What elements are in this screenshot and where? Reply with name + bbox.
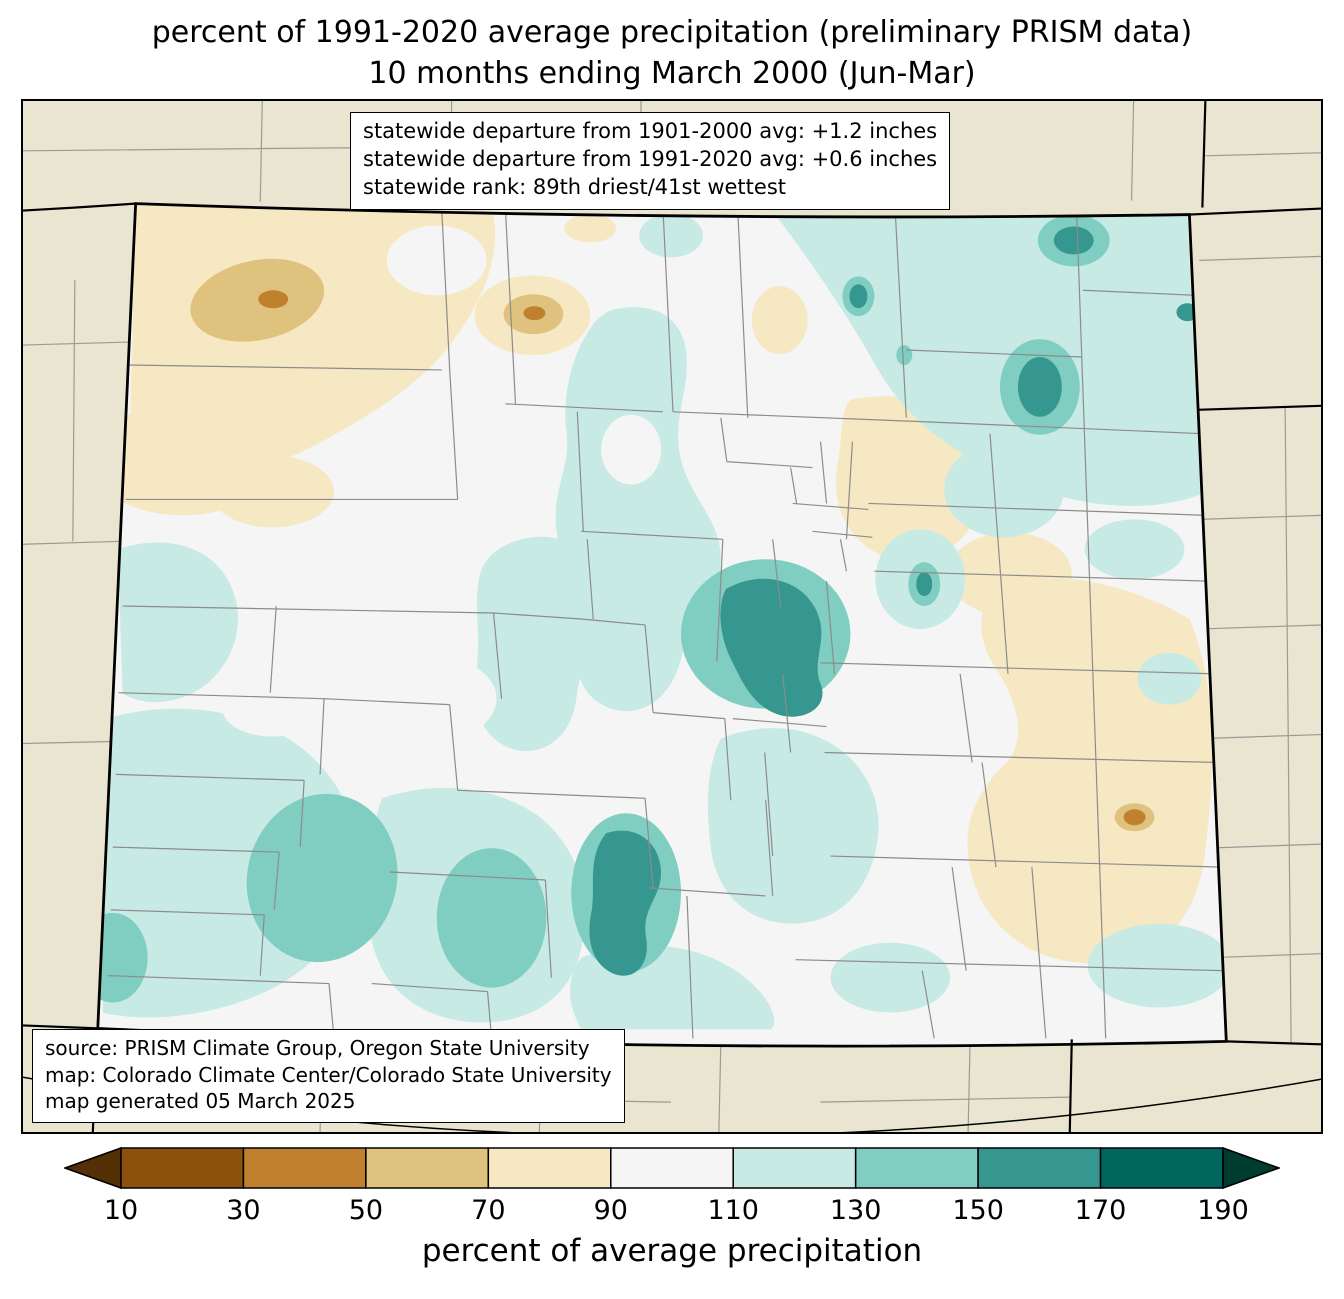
colorbar-tick: 150 — [952, 1194, 1004, 1226]
stats-line-2: statewide departure from 1991-2020 avg: … — [363, 146, 938, 171]
colorado-precipitation-map — [23, 100, 1321, 1132]
source-credit-box: source: PRISM Climate Group, Oregon Stat… — [32, 1029, 625, 1123]
dry-patch-gap — [386, 225, 487, 296]
county-lines — [107, 208, 1223, 1039]
stats-line-3: statewide rank: 89th driest/41st wettest — [363, 174, 786, 199]
precipitation-overlay — [97, 203, 1227, 1039]
colorbar-tick: 190 — [1197, 1194, 1249, 1226]
colorbar-tick: 130 — [829, 1194, 882, 1226]
colorbar-right-arrow — [1222, 1146, 1280, 1189]
source-line-3: map generated 05 March 2025 — [45, 1089, 356, 1114]
map-frame: statewide departure from 1901-2000 avg: … — [21, 98, 1323, 1134]
wet-patches-150-170 — [589, 226, 1199, 976]
colorbar-segment — [610, 1147, 734, 1189]
neighbor-state-borders — [23, 100, 1321, 1132]
dry-accents — [190, 258, 1155, 831]
colorbar-segment — [487, 1147, 612, 1189]
colorbar-tick: 90 — [593, 1194, 628, 1226]
colorbar-scale — [64, 1146, 1280, 1189]
colorbar-tick: 170 — [1074, 1194, 1127, 1226]
map-title: percent of 1991-2020 average precipitati… — [0, 0, 1344, 95]
map-title-line2: 10 months ending March 2000 (Jun-Mar) — [368, 56, 976, 92]
colorbar-tick: 110 — [707, 1194, 759, 1226]
colorbar-axis-label: percent of average precipitation — [421, 1232, 923, 1269]
statewide-stats-box: statewide departure from 1901-2000 avg: … — [350, 111, 951, 210]
colorbar-tick: 30 — [226, 1194, 261, 1226]
colorbar-left-arrow — [64, 1146, 122, 1189]
wet-patches-110-130 — [102, 208, 1227, 1030]
colorbar-segment — [977, 1147, 1102, 1189]
stats-line-1: statewide departure from 1901-2000 avg: … — [363, 118, 938, 143]
colorbar-tick: 10 — [103, 1194, 139, 1226]
source-line-1: source: PRISM Climate Group, Oregon Stat… — [45, 1036, 590, 1060]
colorbar-segment — [242, 1147, 367, 1189]
colorbar-segment — [732, 1147, 857, 1189]
wet-patch-gaps — [222, 414, 662, 739]
colorbar — [64, 1145, 1280, 1191]
colorbar-segment — [120, 1147, 245, 1189]
colorbar-segment — [854, 1147, 979, 1189]
map-title-line1: percent of 1991-2020 average precipitati… — [151, 15, 1193, 50]
colorbar-segment — [365, 1147, 490, 1189]
colorbar-tick-labels: 10 30 50 70 90 110 130 150 170 190 — [64, 1193, 1280, 1229]
colorbar-tick: 70 — [471, 1194, 506, 1226]
colorbar-segment — [1099, 1147, 1224, 1189]
colorbar-tick: 50 — [348, 1194, 384, 1226]
source-line-2: map: Colorado Climate Center/Colorado St… — [45, 1062, 612, 1087]
